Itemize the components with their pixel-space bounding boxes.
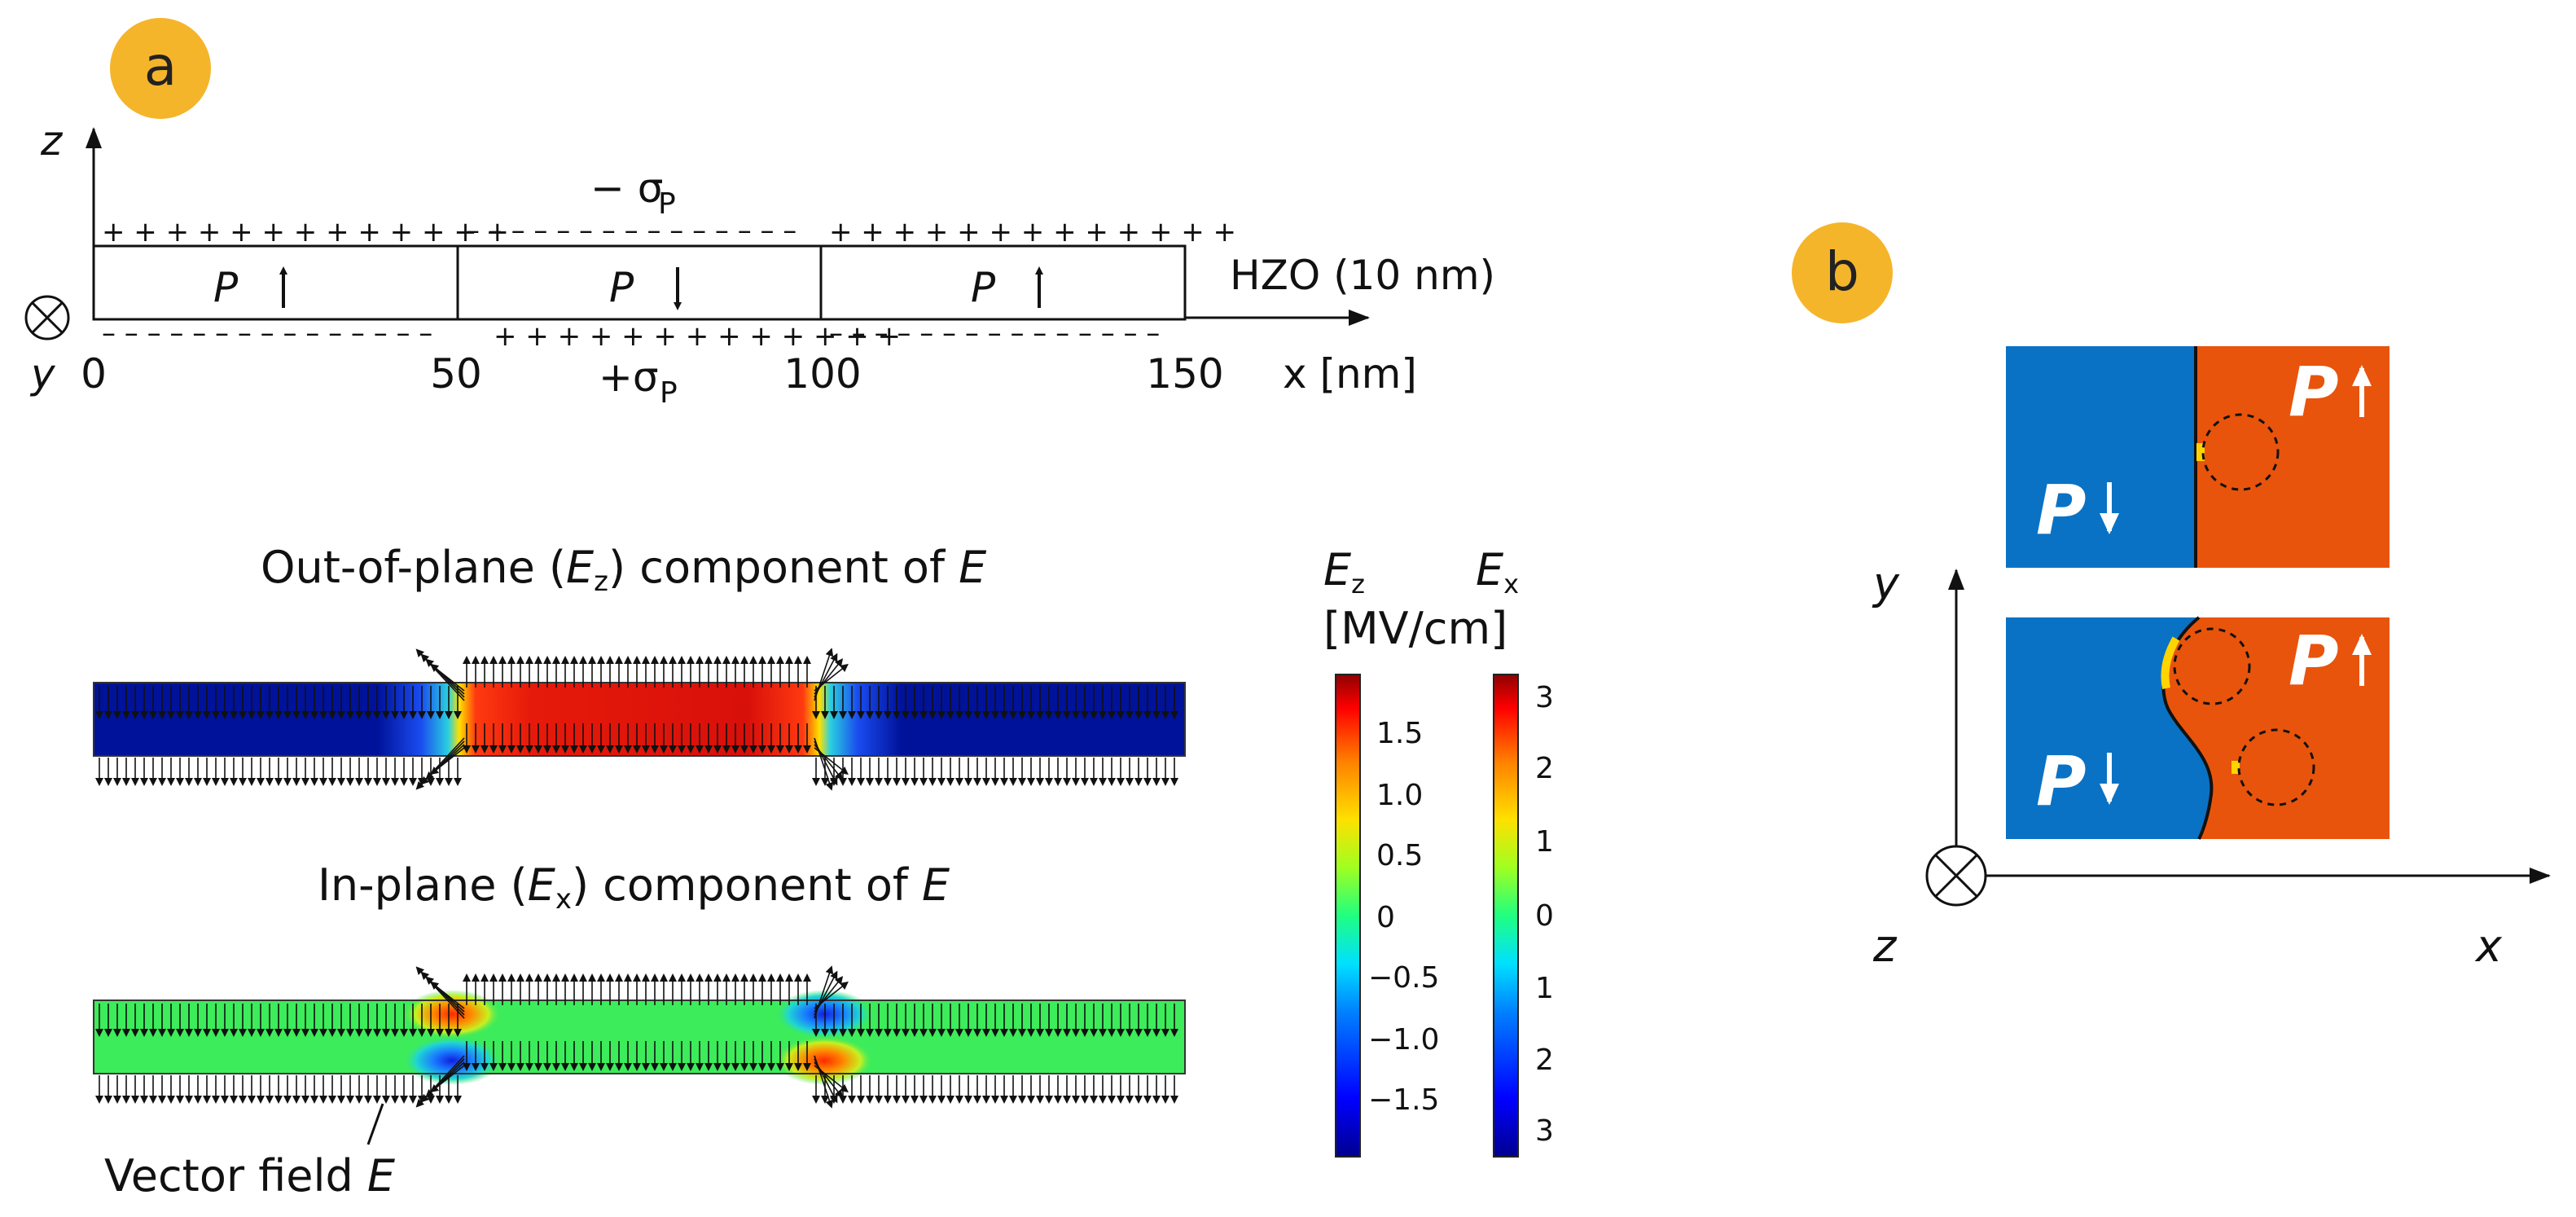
wall-highlight [2232, 761, 2240, 774]
up-domain-label: P [2289, 352, 2339, 432]
ex-tick: 2 [1535, 752, 1554, 785]
curved-wall-diagram: P P [2006, 616, 2389, 840]
up-arrowhead-icon [2352, 365, 2372, 386]
panel-b: b y z x P P [1792, 222, 2551, 972]
dashed-circle [2201, 413, 2280, 491]
ex-colorbar-label: Ex [1476, 544, 1519, 600]
top-charge-plus-1: + + + + + + + + + + + + + [102, 216, 509, 248]
down-domain-label: P [2036, 741, 2087, 821]
colorbars: Ez Ex [MV/cm] 1.5 1.0 0.5 0 −0.5 −1.0 −1… [1323, 544, 1554, 1158]
y-axis-label: y [29, 350, 56, 398]
hzo-film [92, 244, 1187, 321]
domain-3-label: P [971, 264, 996, 311]
ez-tick: −1.0 [1368, 1023, 1439, 1057]
ex-tick: 1 [1535, 972, 1554, 1005]
domain-2-label: P [609, 264, 634, 311]
minus-sigma-sub: P [658, 187, 676, 221]
straight-wall-diagram: P P [2006, 346, 2389, 568]
down-arrowhead-icon [2100, 784, 2119, 805]
ez-colorbar-label: Ez [1323, 544, 1365, 600]
ex-tick: 3 [1535, 1114, 1554, 1148]
minus-sigma-text: − σ [590, 165, 663, 212]
vector-field-pointer [366, 1103, 384, 1145]
ez-tick: −0.5 [1368, 961, 1439, 995]
vector-arrow [415, 966, 465, 1019]
bottom-charge-minus-1: – – – – – – – – – – – – – – – [102, 317, 432, 349]
top-charge-minus: – – – – – – – – – – – – – – – [466, 214, 796, 247]
film-label: HZO (10 nm) [1230, 252, 1495, 299]
panel-b-label: b [1825, 240, 1859, 303]
ez-tick: 0 [1376, 901, 1395, 934]
domain-3: P [971, 264, 1043, 311]
plus-sigma-label: +σ P [599, 354, 678, 410]
vector-arrow [814, 965, 834, 1019]
ez-map [93, 648, 1186, 791]
domain-1-label: P [213, 264, 239, 311]
down-arrowhead-icon [2100, 513, 2119, 534]
b-y-axis-label: y [1872, 558, 1900, 609]
top-charge-plus-2: + + + + + + + + + + + + + [829, 216, 1236, 248]
ez-tick: 0.5 [1376, 839, 1423, 872]
ez-tick: 1.5 [1376, 717, 1423, 750]
ez-map-title: Out-of-plane (Ez) component of E [261, 542, 987, 598]
x-tick-100: 100 [783, 350, 861, 398]
minus-sigma-label: − σ P [590, 165, 676, 221]
y-into-page-icon [24, 295, 70, 340]
x-tick-50: 50 [430, 350, 482, 398]
ex-tick: 3 [1535, 681, 1554, 714]
domain-2: P [609, 264, 682, 311]
panel-a-badge [110, 18, 211, 119]
ex-map [93, 965, 1186, 1109]
ex-tick: 1 [1535, 825, 1554, 859]
ex-colorbar [1493, 674, 1519, 1158]
wall-highlight [2196, 443, 2205, 461]
vector-arrow [415, 737, 465, 790]
ex-colorbar-ticks: 3 2 1 0 1 2 3 [1535, 681, 1554, 1148]
vector-field-label: Vector field E [104, 1150, 396, 1202]
ex-map-title: In-plane (Ex) component of E [318, 859, 950, 916]
ez-map-field [94, 683, 1185, 756]
ez-tick: 1.0 [1376, 779, 1423, 812]
vector-arrow [415, 1055, 465, 1108]
panel-a-label: a [144, 35, 177, 98]
vector-arrow [814, 1055, 834, 1109]
x-axis-label: x [nm] [1283, 350, 1417, 398]
ex-map-field [94, 1000, 1185, 1074]
dashed-circle [2173, 627, 2251, 705]
plus-sigma-sub: P [660, 376, 678, 410]
down-domain-label: P [2036, 470, 2087, 550]
domain-1: P [213, 264, 287, 311]
down-domain-region [2006, 617, 2212, 839]
ex-tick: 2 [1535, 1043, 1554, 1077]
panel-b-badge [1792, 222, 1893, 323]
b-z-axis-label: z [1872, 920, 1898, 972]
vector-arrow [814, 737, 834, 791]
dashed-circle [2237, 728, 2315, 806]
wall-highlight [2161, 636, 2180, 690]
down-domain-region [2006, 346, 2196, 568]
vector-arrow [814, 648, 834, 701]
ex-vector-field [95, 965, 1178, 1109]
vector-arrow [415, 648, 465, 701]
z-into-page-icon [1925, 845, 1987, 907]
up-domain-label: P [2289, 621, 2339, 701]
bottom-charge-minus-2: – – – – – – – – – – – – – – – [829, 317, 1160, 349]
ez-colorbar-ticks: 1.5 1.0 0.5 0 −0.5 −1.0 −1.5 [1368, 717, 1439, 1117]
bottom-charge-plus: + + + + + + + + + + + + + [494, 320, 901, 353]
colorbar-units: [MV/cm] [1323, 603, 1507, 654]
x-tick-0: 0 [81, 350, 107, 398]
x-tick-150: 150 [1146, 350, 1223, 398]
ez-colorbar [1335, 674, 1361, 1158]
panel-a: a z y P P P + + + + + + + + + + + + + [24, 18, 1554, 1202]
z-axis-label: z [40, 117, 64, 165]
plus-sigma-text: +σ [599, 354, 659, 401]
ex-tick: 0 [1535, 899, 1554, 933]
ez-vector-field [95, 648, 1178, 791]
b-x-axis-label: x [2474, 920, 2503, 972]
up-arrowhead-icon [2352, 634, 2372, 655]
ez-tick: −1.5 [1368, 1083, 1439, 1117]
